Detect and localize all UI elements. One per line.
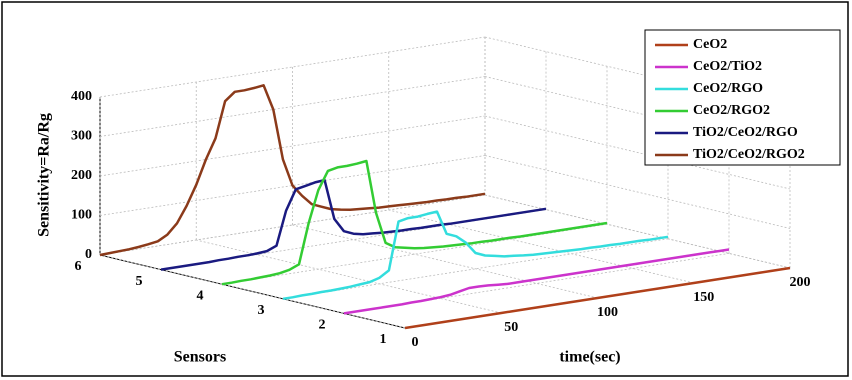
x-tick-label: 100 (597, 305, 618, 320)
series-line (404, 266, 791, 330)
grid-line (99, 76, 486, 137)
legend: CeO2 CeO2/TiO2 CeO2/RGO CeO2/RGO2 TiO2/CeO2/… (644, 29, 841, 166)
grid-line (282, 238, 669, 300)
grid-line (484, 155, 791, 229)
plot-lines (99, 84, 791, 330)
series-line (343, 248, 730, 315)
y-tick-label: 1 (380, 332, 387, 347)
x-tick-label: 150 (693, 290, 714, 305)
y-tick-label: 4 (197, 288, 204, 303)
x-axis-label: time(sec) (559, 349, 620, 366)
legend-label: CeO2/RGO2 (693, 103, 770, 118)
legend-label: TiO2/CeO2/RGO2 (693, 147, 805, 162)
grid-line (484, 194, 791, 269)
grid-line (99, 194, 486, 256)
grid-line (99, 155, 486, 216)
y-tick-label: 3 (258, 303, 265, 318)
z-axis-label: Sensitivity=Ra/Rg (36, 113, 53, 237)
series-line (221, 159, 608, 286)
legend-box (644, 29, 841, 166)
y-tick-label: 6 (75, 259, 82, 274)
grid-line (388, 209, 694, 284)
z-tick-label: 200 (71, 168, 92, 183)
x-tick-label: 0 (412, 335, 419, 350)
y-axis-label: Sensors (174, 349, 226, 366)
z-tick-label: 400 (71, 89, 92, 104)
z-tick-label: 0 (85, 247, 92, 262)
grid-line (292, 224, 598, 299)
z-tick-label: 300 (71, 129, 92, 144)
series-line (282, 210, 669, 301)
grid-line (99, 254, 406, 329)
grid-line (196, 239, 502, 314)
grid-line (99, 36, 486, 98)
series-line (160, 178, 547, 271)
series-line (99, 84, 486, 257)
y-tick-label: 5 (136, 274, 143, 289)
grid-line (484, 115, 791, 190)
grid-line (99, 115, 486, 177)
legend-label: CeO2/TiO2 (693, 59, 762, 74)
y-tick-label: 2 (319, 318, 326, 333)
legend-label: CeO2/RGO (693, 81, 763, 96)
legend-label: TiO2/CeO2/RGO (693, 125, 798, 140)
x-tick-label: 50 (504, 320, 518, 335)
z-tick-label: 100 (71, 208, 92, 223)
x-tick-label: 200 (790, 275, 811, 290)
legend-label: CeO2 (693, 37, 727, 52)
